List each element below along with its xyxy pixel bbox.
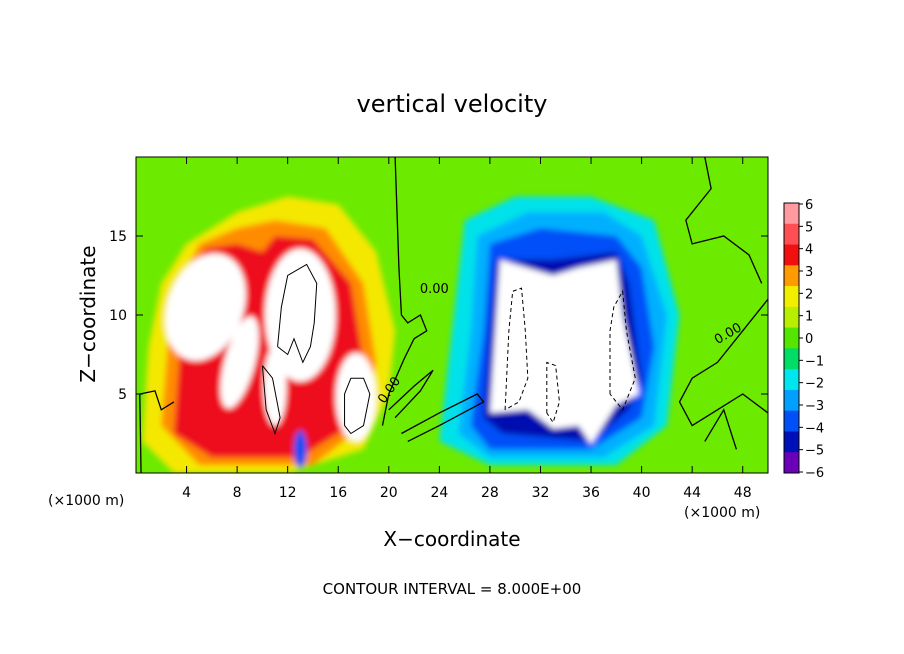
x-axis-title: X−coordinate: [383, 527, 520, 551]
colorbar-swatch: [784, 327, 799, 349]
zero-contour-right-2: [678, 298, 768, 427]
colorbar-label: −6: [805, 466, 824, 481]
colorbar-label: 0: [805, 332, 813, 347]
x-axis: 4 8 12 16 20 24 28 32 36 40 44 48: [182, 157, 752, 501]
colorbar: 6 5 4 3 2 1 0 −1 −2 −3 −4 −5 −6: [783, 198, 824, 481]
y-tick-label: 5: [118, 387, 127, 403]
zero-contour-mid: [381, 157, 428, 426]
colorbar-label: −5: [805, 444, 824, 459]
colorbar-swatch: [784, 431, 799, 453]
updraft-core-4: [263, 346, 287, 426]
x-tick-label: 44: [683, 485, 701, 501]
colorbar-label: −3: [805, 399, 824, 414]
positive-contour-1: [277, 263, 318, 364]
x-tick-label: 4: [182, 485, 191, 501]
colorbar-swatch: [784, 369, 799, 391]
negative-contour-3: [546, 361, 560, 424]
contour-interval-label: CONTOUR INTERVAL = 8.000E+00: [323, 580, 582, 598]
colorbar-swatch: [784, 286, 799, 308]
zero-contour-mid-3: [401, 393, 485, 442]
plot-area: 0.000.000.00: [136, 157, 768, 473]
x-tick-label: 20: [380, 485, 398, 501]
colorbar-swatch: [784, 452, 799, 474]
x-tick-label: 48: [734, 485, 752, 501]
zero-contour-mid-2: [388, 369, 434, 419]
colorbar-label: 2: [805, 287, 813, 302]
x-tick-label: 24: [430, 485, 448, 501]
x-tick-label: 8: [233, 485, 242, 501]
zero-contour-right-1: [685, 157, 763, 284]
updraft-core-1: [165, 253, 246, 361]
negative-contour-1: [504, 287, 529, 411]
y-tick-label: 15: [109, 229, 127, 245]
colorbar-swatch: [784, 348, 799, 370]
downdraft-core: [489, 259, 640, 445]
small-downdraft: [294, 430, 307, 469]
zero-contour-right-3: [704, 408, 738, 450]
x-tick-label: 16: [329, 485, 347, 501]
updraft-core-1b: [220, 316, 259, 409]
colorbar-swatch: [784, 389, 799, 412]
updraft-core-3: [335, 352, 377, 442]
y-tick-label: 10: [109, 308, 127, 324]
colorbar-label: −1: [805, 354, 824, 369]
x-tick-label: 32: [532, 485, 550, 501]
chart-title: vertical velocity: [357, 90, 548, 118]
colorbar-label: 1: [805, 310, 813, 325]
colorbar-swatch: [784, 265, 799, 287]
positive-contour-3: [344, 377, 371, 435]
colorbar-label: 3: [805, 265, 813, 280]
x-axis-unit-left: (×1000 m): [48, 493, 124, 509]
colorbar-label: 4: [805, 243, 813, 258]
x-tick-label: 12: [279, 485, 297, 501]
y-axis-title: Z−coordinate: [76, 245, 100, 382]
positive-contour-2: [261, 365, 281, 436]
updraft-core-2: [264, 248, 336, 382]
x-tick-label: 28: [481, 485, 499, 501]
colorbar-label: 6: [805, 198, 813, 213]
x-tick-label: 40: [633, 485, 651, 501]
velocity-field: [142, 196, 680, 473]
colorbar-swatch: [784, 223, 799, 246]
y-axis: 5 10 15: [109, 229, 768, 403]
colorbar-label: −2: [805, 377, 824, 392]
zero-contour-left: [139, 390, 175, 473]
colorbar-label: −4: [805, 421, 824, 436]
colorbar-swatch: [784, 244, 799, 266]
contour-value-label: 0.00: [420, 282, 449, 297]
colorbar-swatch: [784, 306, 799, 329]
colorbar-label: 5: [805, 220, 813, 235]
colorbar-swatch: [784, 410, 799, 432]
x-tick-label: 36: [582, 485, 600, 501]
x-axis-unit-right: (×1000 m): [684, 505, 760, 521]
colorbar-swatch: [784, 203, 799, 225]
